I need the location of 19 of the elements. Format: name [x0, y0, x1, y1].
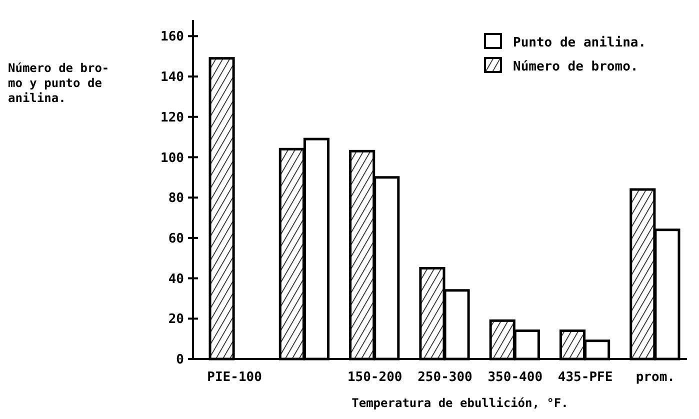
y-tick-label: 40 [168, 272, 184, 287]
y-tick-label: 0 [176, 352, 184, 368]
y-tick-label: 160 [160, 30, 184, 45]
x-tick-label: prom. [636, 370, 676, 385]
y-tick-label: 60 [168, 231, 184, 246]
legend-label: Número de bromo. [513, 60, 638, 75]
y-tick-label: 120 [160, 110, 184, 126]
x-axis-title: Temperatura de ebullición, °F. [352, 396, 568, 410]
legend-label: Punto de anilina. [513, 36, 646, 51]
y-tick-label: 100 [160, 150, 184, 166]
y-tick-label: 20 [168, 312, 184, 328]
x-tick-label: 150-200 [347, 370, 402, 385]
x-tick-label: PIE-100 [207, 370, 262, 385]
y-tick-label: 140 [160, 70, 184, 86]
x-tick-label: 350-400 [488, 370, 543, 385]
x-tick-label: 435-PFE [558, 370, 613, 385]
x-tick-label: 250-300 [418, 370, 473, 385]
y-tick-label: 80 [168, 191, 184, 206]
y-axis-title: Número de bro- mo y punto de anilina. [8, 61, 110, 105]
